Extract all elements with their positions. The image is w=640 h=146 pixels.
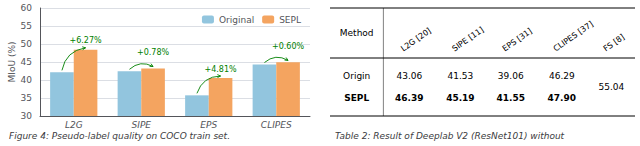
svg-text:+6.27%: +6.27%: [70, 36, 103, 45]
svg-text:+0.60%: +0.60%: [272, 42, 305, 51]
svg-text:50: 50: [21, 39, 33, 49]
svg-text:Method: Method: [340, 28, 374, 38]
svg-text:46.29: 46.29: [549, 71, 575, 81]
svg-text:46.39: 46.39: [395, 93, 423, 103]
svg-text:40: 40: [21, 75, 33, 85]
svg-text:CLIPES: CLIPES: [261, 120, 292, 130]
svg-text:FS [8]: FS [8]: [602, 33, 626, 54]
svg-text:SIPE [11]: SIPE [11]: [450, 25, 485, 53]
svg-text:43.06: 43.06: [396, 71, 422, 81]
svg-text:55.04: 55.04: [598, 82, 624, 92]
svg-text:39.06: 39.06: [498, 71, 524, 81]
svg-text:EPS [31]: EPS [31]: [501, 27, 534, 54]
svg-text:35: 35: [21, 93, 32, 103]
svg-text:+4.81%: +4.81%: [205, 65, 238, 74]
svg-text:L2G [20]: L2G [20]: [399, 26, 433, 53]
svg-text:SEPL: SEPL: [344, 93, 369, 103]
svg-text:55: 55: [21, 21, 32, 31]
svg-text:MIoU (%): MIoU (%): [7, 42, 17, 83]
svg-text:+0.78%: +0.78%: [137, 48, 170, 57]
svg-text:Origin: Origin: [343, 71, 370, 81]
svg-text:41.53: 41.53: [448, 71, 474, 81]
svg-text:CLIPES [37]: CLIPES [37]: [552, 19, 595, 53]
svg-text:45: 45: [21, 57, 32, 67]
svg-text:L2G: L2G: [65, 120, 83, 130]
svg-text:30: 30: [21, 111, 33, 121]
svg-text:41.55: 41.55: [496, 93, 524, 103]
svg-text:60: 60: [21, 3, 33, 13]
svg-text:Original: Original: [219, 15, 254, 25]
svg-text:EPS: EPS: [200, 120, 217, 130]
svg-text:45.19: 45.19: [446, 93, 474, 103]
svg-text:47.90: 47.90: [548, 93, 576, 103]
svg-text:Figure 4: Pseudo-label quality: Figure 4: Pseudo-label quality on COCO t…: [9, 131, 230, 141]
svg-text:SEPL: SEPL: [279, 15, 301, 25]
svg-text:SIPE: SIPE: [132, 120, 152, 130]
svg-text:Table 2: Result of Deeplab V2: Table 2: Result of Deeplab V2 (ResNet101…: [335, 131, 565, 141]
